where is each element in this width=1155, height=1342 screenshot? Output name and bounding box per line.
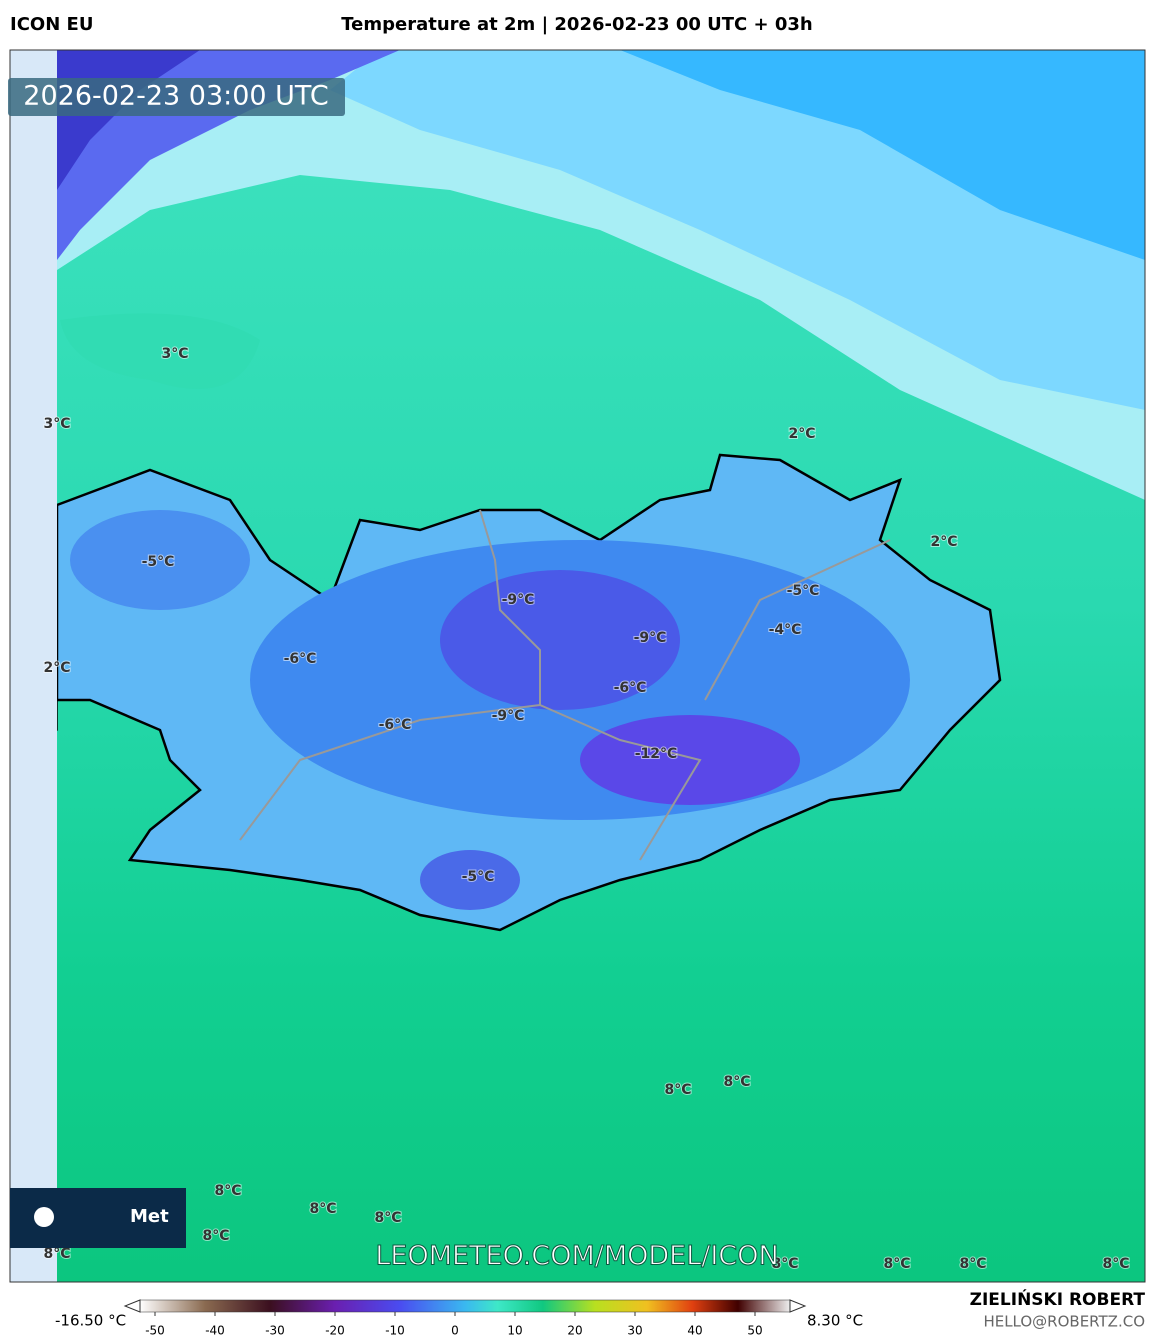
contact: HELLO@ROBERTZ.CO	[983, 1313, 1145, 1331]
temperature-label: 8°C	[214, 1183, 241, 1199]
colorbar-tick-label: 20	[567, 1324, 582, 1338]
temperature-label: -12°C	[635, 746, 678, 762]
colorbar-tick-label: 30	[627, 1324, 642, 1338]
timestamp: 2026-02-23 03:00 UTC	[23, 81, 328, 112]
colorbar-tick-label: 0	[451, 1324, 459, 1338]
colorbar-ticks: -50 -40 -30 -20 -10 0 10 20 30 40 50	[145, 1312, 763, 1338]
temperature-label: -9°C	[502, 592, 535, 608]
temperature-label: -9°C	[492, 708, 525, 724]
colorbar-tick-label: -50	[145, 1324, 165, 1338]
temperature-label: 8°C	[883, 1256, 910, 1272]
temperature-label: 8°C	[664, 1082, 691, 1098]
temperature-label: 8°C	[771, 1256, 798, 1272]
colorbar-tick-label: -40	[205, 1324, 225, 1338]
temperature-label: -4°C	[769, 622, 802, 638]
temperature-label: 3°C	[43, 416, 70, 432]
temperature-label: -9°C	[634, 630, 667, 646]
temperature-label: -5°C	[462, 869, 495, 885]
temperature-label: 2°C	[43, 660, 70, 676]
map-labels: 3°C 3°C 2°C -5°C -6°C -9°C -9°C -6°C -5°C -4°C 2°C…	[42, 345, 1130, 1273]
colorbar-tick-label: -10	[385, 1324, 405, 1338]
colorbar-tick-label: 50	[747, 1324, 762, 1338]
temperature-label: -6°C	[284, 651, 317, 667]
watermark: LEOMETEO.COM/MODEL/ICON	[375, 1241, 778, 1272]
temperature-label: -5°C	[142, 554, 175, 570]
colorbar-tick-label: -30	[265, 1324, 285, 1338]
temperature-label: 2°C	[930, 534, 957, 550]
colorbar-min: -16.50 °C	[55, 1312, 126, 1330]
map-field	[10, 50, 1145, 1282]
temperature-label: 8°C	[959, 1256, 986, 1272]
colorbar-tick-label: 40	[687, 1324, 702, 1338]
temperature-label: 3°C	[161, 346, 188, 362]
colorbar-tick-label: -20	[325, 1324, 345, 1338]
temperature-label: -5°C	[787, 583, 820, 599]
logo-sun	[34, 1207, 54, 1227]
author: ZIELIŃSKI ROBERT	[970, 1288, 1146, 1310]
temperature-label: 8°C	[1102, 1256, 1129, 1272]
temperature-label: -6°C	[379, 717, 412, 733]
colorbar-max: 8.30 °C	[807, 1312, 863, 1330]
temperature-label: 2°C	[788, 426, 815, 442]
model-name: ICON EU	[10, 14, 93, 35]
logo-text: Met	[130, 1206, 169, 1227]
colorbar-tick-label: 10	[507, 1324, 522, 1338]
colorbar-ends	[123, 1299, 807, 1313]
temperature-label: 8°C	[309, 1201, 336, 1217]
temperature-label: 8°C	[43, 1246, 70, 1262]
temperature-label: -6°C	[614, 680, 647, 696]
temperature-label: 8°C	[723, 1074, 750, 1090]
colorbar	[139, 1299, 791, 1313]
temperature-label: 8°C	[202, 1228, 229, 1244]
temperature-label: 8°C	[374, 1210, 401, 1226]
timestamp-box	[8, 78, 345, 116]
map-title: Temperature at 2m | 2026-02-23 00 UTC + …	[341, 14, 812, 35]
